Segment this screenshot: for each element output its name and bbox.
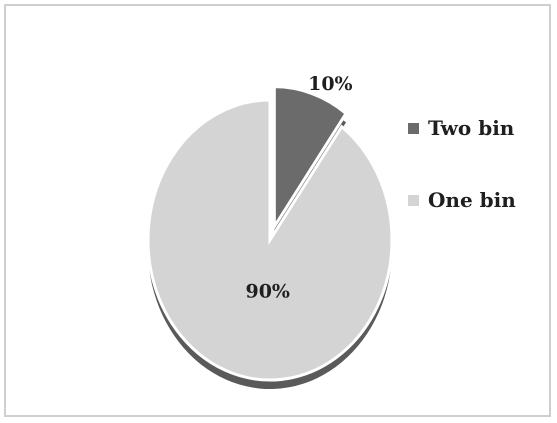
pie-label-two-bin: 10% [308,73,353,95]
pie-slices [148,87,392,389]
legend-swatch-two-bin [408,123,419,134]
legend-swatch-one-bin [408,195,419,206]
pie-label-one-bin: 90% [245,280,290,302]
legend-item-two-bin: Two bin [408,116,516,140]
pie-slice-one-bin [148,100,392,380]
legend: Two bin One bin [408,116,516,260]
legend-label-two-bin: Two bin [428,116,514,140]
legend-item-one-bin: One bin [408,188,516,212]
legend-label-one-bin: One bin [428,188,516,212]
